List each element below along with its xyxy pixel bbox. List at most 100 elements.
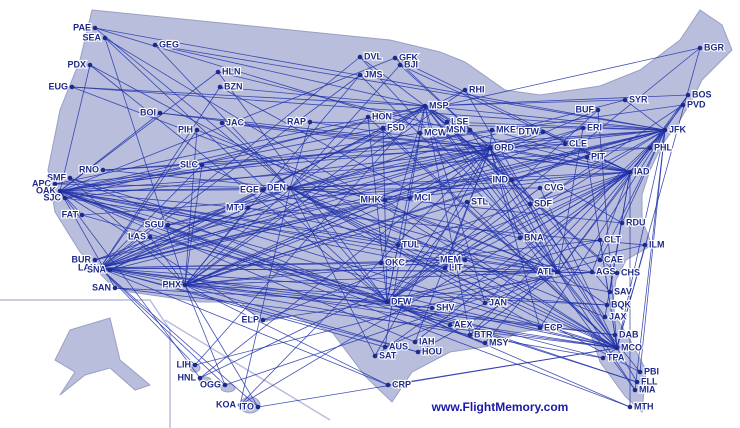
airport-label: MKE — [496, 124, 516, 134]
route — [59, 104, 684, 192]
airport-dot — [555, 269, 561, 275]
airport-dot — [604, 302, 610, 308]
airport-label: MSY — [489, 337, 509, 347]
airport-dot — [444, 119, 450, 125]
airport-dot — [415, 349, 421, 355]
route — [59, 190, 116, 289]
airport-dot — [619, 220, 625, 226]
route — [184, 164, 203, 286]
airport-dot — [152, 42, 158, 48]
route — [257, 347, 618, 408]
airport-label: CRP — [392, 379, 411, 389]
airport-dot — [378, 260, 384, 266]
route — [449, 324, 618, 349]
airport-dot — [67, 175, 73, 181]
route — [59, 187, 541, 192]
route — [199, 171, 631, 379]
airport-dot — [380, 125, 386, 131]
airport-label: KOA — [216, 399, 237, 409]
route — [424, 105, 623, 224]
route — [489, 143, 566, 149]
airport-label: MTH — [634, 401, 654, 411]
airport-dot — [540, 129, 546, 135]
footer: www.FlightMemory.com — [431, 400, 569, 414]
route — [221, 122, 491, 149]
airport-dot — [157, 110, 163, 116]
route — [99, 267, 616, 336]
route — [64, 105, 426, 199]
route — [59, 190, 83, 216]
airport-label: DTW — [519, 126, 540, 136]
airport-dot — [607, 289, 613, 295]
airport-label: DEN — [267, 182, 286, 192]
route — [621, 129, 666, 224]
airport-dot — [589, 269, 595, 275]
airport-label: SMF — [47, 172, 67, 182]
route — [102, 169, 291, 189]
airport-dot — [632, 387, 638, 393]
airport-label: SYR — [629, 94, 648, 104]
route — [489, 131, 544, 149]
airport-label: BOI — [140, 107, 156, 117]
airport-label: PHL — [654, 142, 673, 152]
route — [489, 147, 631, 173]
route — [599, 129, 666, 261]
route — [99, 129, 666, 269]
airport-label: AGS — [596, 266, 616, 276]
airport-label: MCO — [621, 342, 642, 352]
route — [289, 179, 513, 189]
airport-dot — [357, 72, 363, 78]
route — [99, 156, 588, 269]
airport-label: SHV — [436, 302, 455, 312]
route — [386, 47, 701, 303]
airport-dot — [237, 402, 243, 408]
airport-dot — [197, 375, 203, 381]
airport-label: SLC — [180, 159, 199, 169]
airport-label: LAX — [78, 262, 96, 272]
airport-dot — [580, 125, 586, 131]
airport-dot — [537, 185, 543, 191]
airport-dot — [102, 35, 108, 41]
airport-dot — [395, 242, 401, 248]
route — [59, 190, 264, 321]
airport-dot — [600, 355, 606, 361]
airport-label: CHS — [621, 267, 640, 277]
route — [224, 271, 559, 386]
airport-dot — [680, 102, 686, 108]
route — [154, 44, 666, 131]
airport-label: EUG — [48, 81, 68, 91]
route — [289, 187, 606, 318]
route — [386, 244, 646, 303]
airport-dot — [642, 242, 648, 248]
route — [414, 147, 491, 343]
airport-dot — [597, 257, 603, 263]
route — [424, 105, 641, 373]
airport-dot — [372, 353, 378, 359]
airport-dot — [112, 285, 118, 291]
airport-label: ERI — [587, 122, 602, 132]
airport-dot — [595, 107, 601, 113]
route — [289, 187, 623, 224]
route — [99, 89, 466, 269]
route — [184, 271, 559, 286]
route — [94, 129, 666, 261]
route — [431, 307, 618, 349]
route — [424, 94, 689, 107]
route — [484, 171, 631, 344]
route — [59, 190, 593, 273]
airport-label: PDX — [67, 59, 86, 69]
route — [104, 37, 186, 286]
route — [380, 105, 426, 264]
route — [262, 301, 388, 321]
airport-dot — [662, 127, 668, 133]
airport-label: HON — [372, 111, 392, 121]
route — [444, 171, 631, 269]
route — [184, 284, 389, 386]
route — [557, 271, 636, 391]
route — [616, 347, 638, 383]
airport-label: MSN — [446, 124, 466, 134]
airport-label: IND — [493, 174, 509, 184]
airport-label: TPA — [607, 352, 625, 362]
route — [194, 105, 426, 366]
route — [616, 244, 646, 349]
